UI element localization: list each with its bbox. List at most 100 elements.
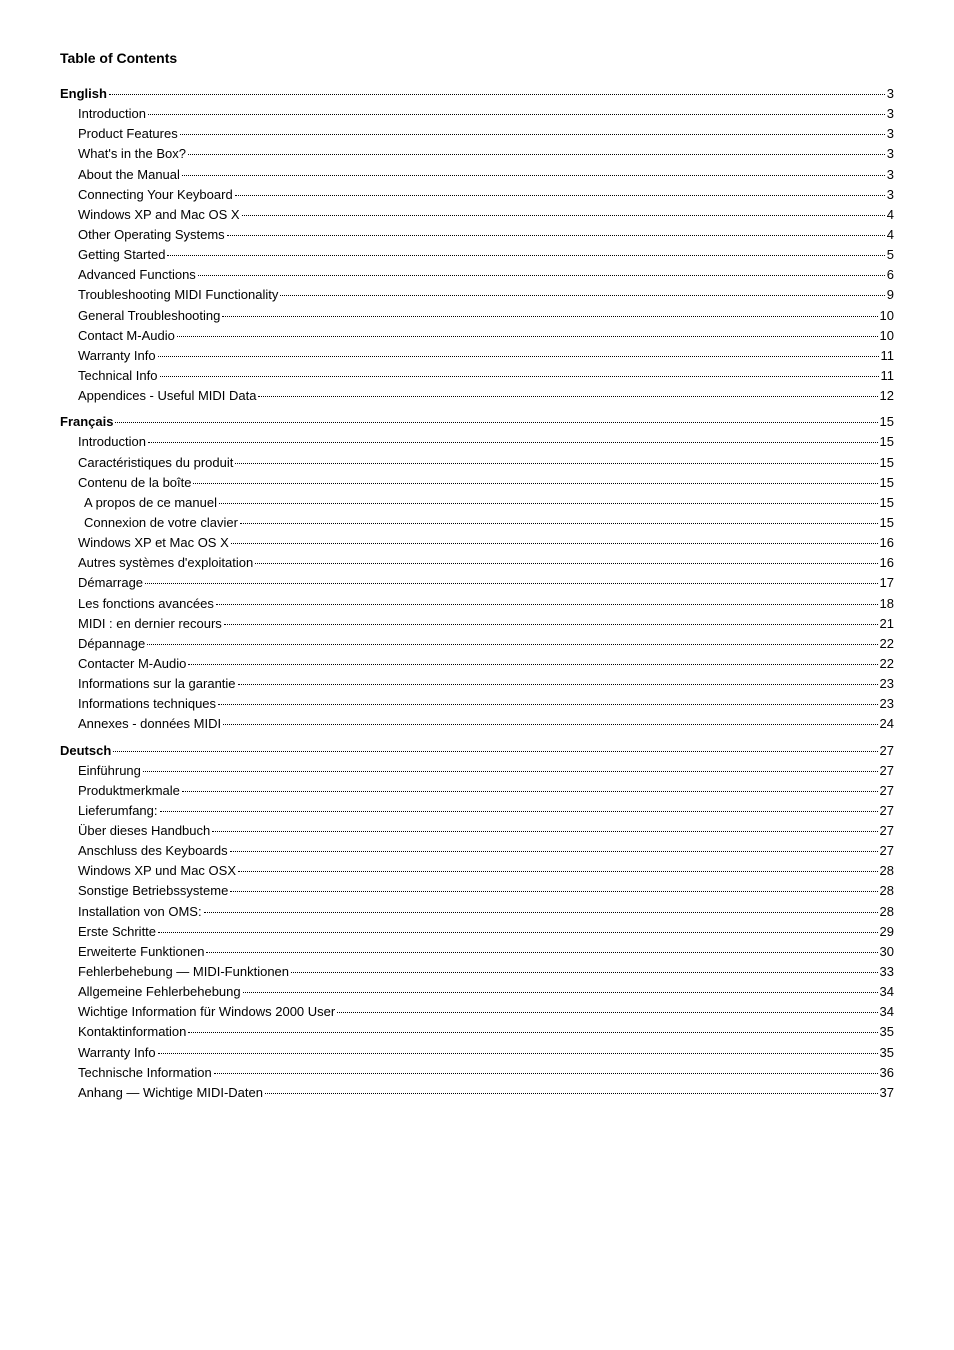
toc-entry-label: Fehlerbehebung — MIDI-Funktionen <box>78 962 289 982</box>
toc-entry-label: Warranty Info <box>78 346 156 366</box>
toc-dot-leader <box>258 396 877 397</box>
toc-entry: Connecting Your Keyboard 3 <box>60 185 894 205</box>
toc-dot-leader <box>337 1012 877 1013</box>
toc-entry: Démarrage 17 <box>60 573 894 593</box>
toc-entry-label: Sonstige Betriebssysteme <box>78 881 228 901</box>
toc-entry-label: Autres systèmes d'exploitation <box>78 553 253 573</box>
toc-entry: Anschluss des Keyboards 27 <box>60 841 894 861</box>
toc-dot-leader <box>235 195 885 196</box>
toc-entry-page: 22 <box>880 634 894 654</box>
toc-dot-leader <box>158 1053 878 1054</box>
toc-entry-page: 27 <box>880 741 894 761</box>
toc-entry-page: 23 <box>880 674 894 694</box>
toc-dot-leader <box>188 1032 877 1033</box>
toc-entry-page: 35 <box>880 1043 894 1063</box>
toc-entry-page: 15 <box>880 513 894 533</box>
toc-dot-leader <box>182 175 885 176</box>
toc-entry-label: Product Features <box>78 124 178 144</box>
toc-entry-page: 15 <box>880 453 894 473</box>
toc-entry-label: MIDI : en dernier recours <box>78 614 222 634</box>
toc-entry-page: 34 <box>880 1002 894 1022</box>
toc-entry-label: Informations sur la garantie <box>78 674 236 694</box>
toc-entry-label: Produktmerkmale <box>78 781 180 801</box>
toc-entry-page: 15 <box>880 493 894 513</box>
toc-entry-page: 9 <box>887 285 894 305</box>
toc-entry: Informations sur la garantie 23 <box>60 674 894 694</box>
toc-dot-leader <box>188 154 885 155</box>
toc-entry: Contenu de la boîte 15 <box>60 473 894 493</box>
toc-entry-page: 23 <box>880 694 894 714</box>
toc-entry-page: 15 <box>880 473 894 493</box>
toc-entry-page: 27 <box>880 761 894 781</box>
toc-entry: Annexes - données MIDI 24 <box>60 714 894 734</box>
toc-entry-page: 30 <box>880 942 894 962</box>
toc-dot-leader <box>255 563 877 564</box>
toc-dot-leader <box>227 235 885 236</box>
toc-entry-label: Installation von OMS: <box>78 902 202 922</box>
toc-section-heading: Français 15 <box>60 412 894 432</box>
toc-entry: Sonstige Betriebssysteme 28 <box>60 881 894 901</box>
toc-dot-leader <box>214 1073 878 1074</box>
toc-entry: Warranty Info 35 <box>60 1043 894 1063</box>
toc-entry-page: 12 <box>880 386 894 406</box>
toc-title: Table of Contents <box>60 50 894 66</box>
toc-entry: Windows XP and Mac OS X 4 <box>60 205 894 225</box>
toc-entry-page: 28 <box>880 902 894 922</box>
toc-entry-page: 6 <box>887 265 894 285</box>
toc-dot-leader <box>145 583 878 584</box>
toc-entry-label: Contacter M-Audio <box>78 654 186 674</box>
toc-entry: Dépannage 22 <box>60 634 894 654</box>
document-page: Table of Contents English 3 Introduction … <box>0 0 954 1163</box>
toc-entry-label: Advanced Functions <box>78 265 196 285</box>
toc-entry-label: Français <box>60 412 113 432</box>
toc-dot-leader <box>230 851 878 852</box>
toc-entry-page: 29 <box>880 922 894 942</box>
toc-entry: Windows XP et Mac OS X 16 <box>60 533 894 553</box>
toc-entry: Troubleshooting MIDI Functionality 9 <box>60 285 894 305</box>
toc-entry-label: Démarrage <box>78 573 143 593</box>
toc-entry-page: 16 <box>880 553 894 573</box>
toc-entry: A propos de ce manuel 15 <box>60 493 894 513</box>
toc-entry-page: 36 <box>880 1063 894 1083</box>
toc-entry-label: Introduction <box>78 432 146 452</box>
toc-entry-page: 35 <box>880 1022 894 1042</box>
toc-dot-leader <box>216 604 878 605</box>
toc-dot-leader <box>231 543 878 544</box>
toc-entry: Product Features 3 <box>60 124 894 144</box>
toc-dot-leader <box>182 791 878 792</box>
toc-dot-leader <box>167 255 884 256</box>
toc-dot-leader <box>240 523 878 524</box>
toc-entry: Introduction 3 <box>60 104 894 124</box>
toc-entry: Fehlerbehebung — MIDI-Funktionen 33 <box>60 962 894 982</box>
toc-entry-label: Les fonctions avancées <box>78 594 214 614</box>
toc-entry-label: Erweiterte Funktionen <box>78 942 204 962</box>
toc-entry: Introduction 15 <box>60 432 894 452</box>
toc-dot-leader <box>180 134 885 135</box>
toc-dot-leader <box>212 831 877 832</box>
toc-entry: General Troubleshooting 10 <box>60 306 894 326</box>
toc-entry-page: 3 <box>887 185 894 205</box>
toc-entry: Autres systèmes d'exploitation 16 <box>60 553 894 573</box>
toc-entry: Technical Info 11 <box>60 366 894 386</box>
toc-dot-leader <box>148 442 878 443</box>
toc-entry-label: General Troubleshooting <box>78 306 220 326</box>
toc-entry-label: Technische Information <box>78 1063 212 1083</box>
toc-dot-leader <box>158 356 879 357</box>
toc-dot-leader <box>160 376 879 377</box>
toc-entry-label: About the Manual <box>78 165 180 185</box>
toc-entry-page: 21 <box>880 614 894 634</box>
toc-dot-leader <box>113 751 877 752</box>
toc-entry-page: 24 <box>880 714 894 734</box>
toc-entry-label: Getting Started <box>78 245 165 265</box>
toc-entry: About the Manual 3 <box>60 165 894 185</box>
toc-entry-label: Anhang — Wichtige MIDI-Daten <box>78 1083 263 1103</box>
toc-entry: Kontaktinformation 35 <box>60 1022 894 1042</box>
toc-dot-leader <box>204 912 878 913</box>
toc-entry: Wichtige Information für Windows 2000 Us… <box>60 1002 894 1022</box>
toc-entry-label: English <box>60 84 107 104</box>
toc-dot-leader <box>238 871 878 872</box>
toc-entry-page: 15 <box>880 412 894 432</box>
toc-dot-leader <box>223 724 877 725</box>
toc-entry-label: Kontaktinformation <box>78 1022 186 1042</box>
toc-dot-leader <box>243 992 878 993</box>
